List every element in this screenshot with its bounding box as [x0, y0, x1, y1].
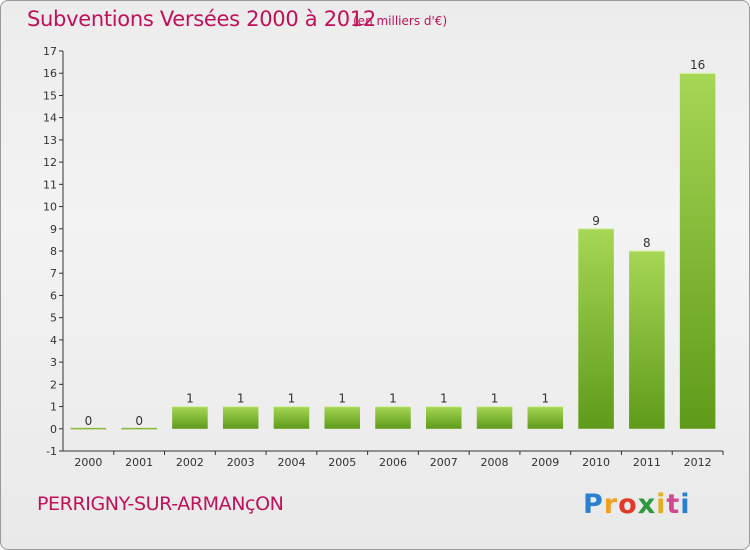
- bar: [476, 406, 513, 429]
- y-tick-label: 4: [50, 334, 57, 347]
- x-tick-label: 2010: [582, 456, 610, 469]
- x-tick-label: 2007: [430, 456, 458, 469]
- bar: [527, 406, 564, 429]
- bar: [375, 406, 411, 429]
- data-label: 16: [690, 58, 705, 72]
- logo-letter: P: [583, 489, 604, 520]
- bar: [70, 427, 107, 430]
- y-tick-label: 8: [50, 245, 57, 258]
- chart-subtitle: (en milliers d'€): [353, 14, 448, 28]
- y-tick-label: 0: [50, 423, 57, 436]
- bar: [324, 406, 360, 429]
- y-tick-label: 2: [50, 378, 57, 391]
- data-label: 1: [237, 392, 245, 406]
- commune-name: PERRIGNY-SUR-ARMANçON: [37, 493, 284, 515]
- bar: [679, 73, 716, 429]
- y-tick-label: 11: [43, 178, 57, 191]
- data-label: 1: [288, 392, 296, 406]
- bar: [222, 406, 259, 429]
- y-tick-label: 5: [50, 312, 57, 325]
- data-label: 8: [643, 236, 651, 250]
- y-tick-label: 10: [43, 201, 57, 214]
- x-tick-label: 2011: [633, 456, 661, 469]
- bar: [121, 427, 157, 430]
- data-label: 1: [440, 392, 448, 406]
- y-tick-label: 3: [50, 356, 57, 369]
- logo-letter: i: [680, 489, 691, 520]
- logo-letter: t: [666, 489, 681, 520]
- y-tick-label: 7: [50, 267, 57, 280]
- logo-letter: r: [603, 489, 619, 520]
- data-label: 0: [135, 414, 143, 428]
- y-tick-label: 12: [43, 156, 57, 169]
- y-tick-label: 9: [50, 223, 57, 236]
- bar: [629, 251, 665, 429]
- logo-letter: x: [637, 489, 657, 520]
- x-tick-label: 2004: [277, 456, 305, 469]
- data-label: 9: [592, 214, 600, 228]
- data-label: 1: [186, 392, 194, 406]
- data-label: 0: [85, 414, 93, 428]
- x-tick-label: 2005: [328, 456, 356, 469]
- x-tick-label: 2003: [227, 456, 255, 469]
- y-tick-label: 1: [50, 401, 57, 414]
- x-tick-label: 2001: [125, 456, 153, 469]
- bar: [273, 406, 310, 429]
- y-tick-label: 13: [43, 134, 57, 147]
- bar: [426, 406, 462, 429]
- x-tick-label: 2002: [176, 456, 204, 469]
- data-label: 1: [338, 392, 346, 406]
- x-tick-label: 2008: [481, 456, 509, 469]
- y-tick-label: 6: [50, 289, 57, 302]
- bar: [578, 228, 614, 429]
- proxiti-logo: Proxiti: [583, 489, 691, 520]
- data-label: 1: [491, 392, 499, 406]
- x-tick-label: 2012: [684, 456, 712, 469]
- data-label: 1: [389, 392, 397, 406]
- y-tick-label: 16: [43, 67, 57, 80]
- y-tick-label: 15: [43, 89, 57, 102]
- x-tick-label: 2006: [379, 456, 407, 469]
- logo-letter: i: [656, 489, 667, 520]
- chart-title: Subventions Versées 2000 à 2012: [27, 7, 376, 31]
- y-tick-label: 17: [43, 45, 57, 58]
- x-tick-label: 2009: [531, 456, 559, 469]
- x-tick-label: 2000: [74, 456, 102, 469]
- y-tick-label: 14: [43, 112, 57, 125]
- bar: [172, 406, 208, 429]
- y-tick-label: -1: [46, 445, 57, 458]
- logo-letter: o: [618, 489, 638, 520]
- data-label: 1: [541, 392, 549, 406]
